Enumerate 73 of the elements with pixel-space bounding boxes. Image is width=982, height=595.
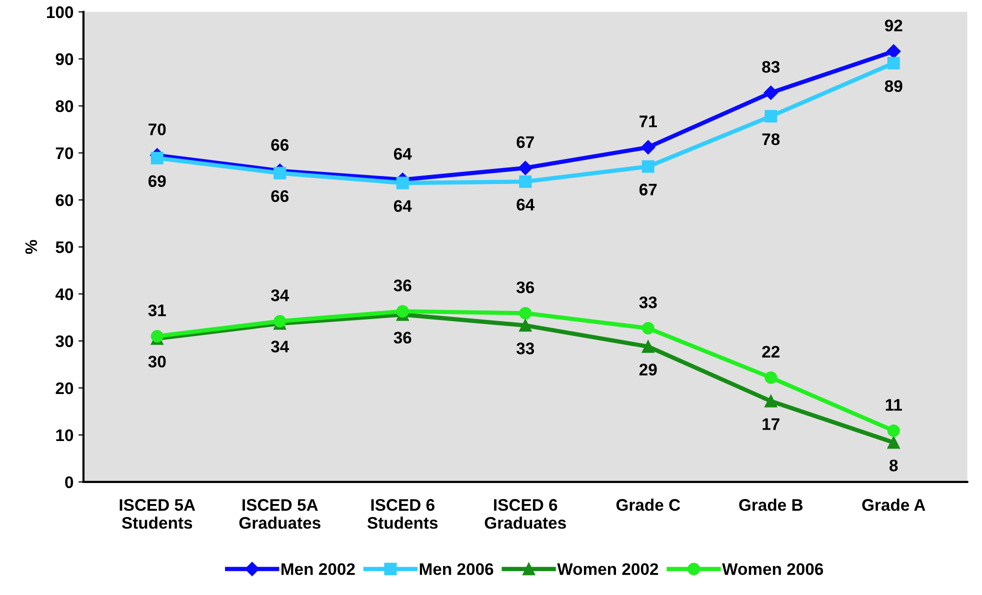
y-tick-label: 40 xyxy=(55,288,74,300)
point xyxy=(886,44,901,58)
y-tick-label: 70 xyxy=(56,147,74,160)
point xyxy=(642,322,654,334)
data-label: 71 xyxy=(640,116,657,128)
legend-label: Women 2006 xyxy=(722,563,824,575)
data-label: 22 xyxy=(762,346,780,358)
point xyxy=(887,56,900,70)
point xyxy=(519,306,532,320)
legend-label: Men 2006 xyxy=(420,563,494,575)
data-label: 67 xyxy=(516,136,534,148)
y-tick-label: 20 xyxy=(56,382,74,394)
point xyxy=(150,330,164,342)
point xyxy=(764,371,778,384)
x-tick-label: Grade C xyxy=(616,498,680,511)
data-label: 33 xyxy=(639,296,657,308)
x-tick-label: ISCED 6 Graduates xyxy=(484,499,566,529)
y-tick-label: 80 xyxy=(56,100,74,112)
x-tick-label: ISCED 5A Students xyxy=(120,499,196,529)
data-label: 89 xyxy=(884,80,902,92)
y-axis-title: % xyxy=(25,240,38,254)
data-label: 92 xyxy=(884,20,902,32)
point xyxy=(642,340,654,353)
point xyxy=(764,86,778,100)
point xyxy=(274,166,286,180)
legend-label: Women 2002 xyxy=(557,563,658,575)
y-tick-label: 60 xyxy=(56,194,74,206)
y-tick-label: 50 xyxy=(56,241,74,254)
point xyxy=(887,424,900,437)
x-tick-label: Grade A xyxy=(862,498,926,511)
data-label: 64 xyxy=(516,198,535,210)
data-label: 36 xyxy=(394,280,412,292)
data-label: 66 xyxy=(271,139,289,151)
x-tick-label: ISCED 5A Graduates xyxy=(239,499,320,529)
point xyxy=(764,394,778,408)
data-label: 36 xyxy=(394,332,412,344)
point xyxy=(642,160,654,173)
data-label: 33 xyxy=(516,342,534,354)
x-tick-label: Grade B xyxy=(739,498,803,511)
point xyxy=(396,176,409,190)
data-label: 34 xyxy=(270,289,290,302)
point xyxy=(518,160,532,176)
data-label: 31 xyxy=(148,304,166,316)
point xyxy=(396,305,409,318)
data-label: 17 xyxy=(762,418,780,430)
data-label: 67 xyxy=(639,184,657,196)
y-tick-label: 100 xyxy=(46,6,74,18)
data-label: 11 xyxy=(886,399,902,411)
y-tick-label: 90 xyxy=(56,53,74,66)
data-label: 69 xyxy=(148,175,166,187)
data-label: 83 xyxy=(762,60,780,73)
data-label: 64 xyxy=(394,200,412,212)
data-label: 8 xyxy=(890,460,898,472)
y-tick-label: 30 xyxy=(56,335,74,348)
y-tick-label: 10 xyxy=(56,429,74,442)
data-label: 70 xyxy=(148,124,166,136)
point xyxy=(519,319,532,332)
data-label: 34 xyxy=(270,340,290,352)
point xyxy=(641,140,656,154)
point xyxy=(274,314,286,328)
data-label: 30 xyxy=(148,356,166,368)
legend-label: Men 2002 xyxy=(282,563,355,575)
data-label: 29 xyxy=(639,364,657,376)
x-tick-label: ISCED 6 Students xyxy=(367,499,438,529)
data-label: 66 xyxy=(271,190,289,202)
y-tick-label: 0 xyxy=(65,476,74,488)
data-label: 78 xyxy=(762,133,780,146)
point xyxy=(764,110,778,122)
point xyxy=(519,175,532,188)
data-label: 36 xyxy=(516,281,534,294)
point xyxy=(887,436,900,449)
data-label: 64 xyxy=(394,148,412,160)
point xyxy=(150,152,164,164)
